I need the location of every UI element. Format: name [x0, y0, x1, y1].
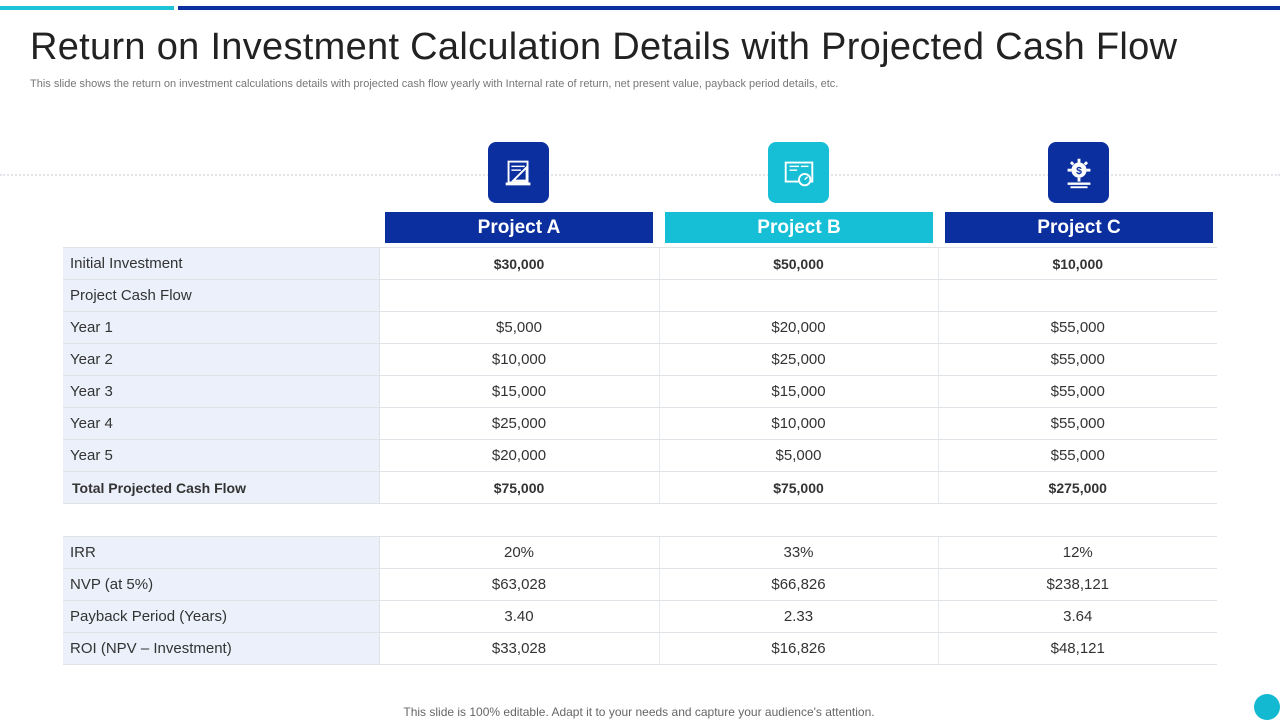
cell-project-a: $20,000	[379, 439, 660, 472]
cell-project-c: $55,000	[938, 407, 1217, 440]
corner-decoration	[1254, 694, 1280, 720]
cell-project-a: 3.40	[379, 600, 660, 633]
row-label: NVP (at 5%)	[63, 568, 380, 601]
cell-project-c: $55,000	[938, 311, 1217, 344]
project-b-icon-box	[768, 142, 829, 203]
row-label: Year 2	[63, 343, 380, 376]
gear-dollar-icon: $	[1067, 158, 1090, 188]
table-row-year-4: Year 4 $25,000 $10,000 $55,000	[63, 407, 1217, 440]
cell-project-b: $5,000	[659, 439, 939, 472]
accent-bar-blue	[178, 6, 1280, 10]
row-label: Initial Investment	[63, 247, 380, 280]
cell-project-a: $15,000	[379, 375, 660, 408]
cell-project-b: $10,000	[659, 407, 939, 440]
project-a-icon-box	[488, 142, 549, 203]
table-spacer	[63, 503, 1217, 537]
table-row-year-3: Year 3 $15,000 $15,000 $55,000	[63, 375, 1217, 408]
table-row-roi: ROI (NPV – Investment) $33,028 $16,826 $…	[63, 632, 1217, 665]
table-row-project-cash-flow: Project Cash Flow	[63, 279, 1217, 312]
row-label: IRR	[63, 536, 380, 569]
page-subtitle: This slide shows the return on investmen…	[30, 78, 839, 90]
cell-project-b: $15,000	[659, 375, 939, 408]
dotted-divider	[0, 174, 1280, 176]
cell-project-b: $66,826	[659, 568, 939, 601]
project-a-header: Project A	[385, 212, 653, 243]
cell-project-a: $5,000	[379, 311, 660, 344]
project-c-header: Project C	[945, 212, 1213, 243]
cell-project-a: $75,000	[379, 471, 660, 504]
project-b-header: Project B	[665, 212, 933, 243]
row-label: Year 4	[63, 407, 380, 440]
cell-project-a: 20%	[379, 536, 660, 569]
cell-project-c: $55,000	[938, 375, 1217, 408]
cell-project-a	[379, 279, 660, 312]
page-title: Return on Investment Calculation Details…	[30, 26, 1178, 68]
footer-note: This slide is 100% editable. Adapt it to…	[403, 705, 875, 719]
cell-project-b: $16,826	[659, 632, 939, 665]
row-label: Year 3	[63, 375, 380, 408]
cell-project-a: $30,000	[379, 247, 660, 280]
cell-project-a: $33,028	[379, 632, 660, 665]
row-label: Project Cash Flow	[63, 279, 380, 312]
cell-project-c: $48,121	[938, 632, 1217, 665]
cell-project-a: $10,000	[379, 343, 660, 376]
cell-project-b: $75,000	[659, 471, 939, 504]
cell-project-b: $20,000	[659, 311, 939, 344]
row-label: Total Projected Cash Flow	[63, 471, 380, 504]
row-label: Year 5	[63, 439, 380, 472]
table-row-payback-period: Payback Period (Years) 3.40 2.33 3.64	[63, 600, 1217, 633]
cell-project-c: $275,000	[938, 471, 1217, 504]
table-row-irr: IRR 20% 33% 12%	[63, 536, 1217, 569]
project-c-icon-box: $	[1048, 142, 1109, 203]
cell-project-b: 33%	[659, 536, 939, 569]
cell-project-b: 2.33	[659, 600, 939, 633]
cell-project-c: 3.64	[938, 600, 1217, 633]
table-row-year-1: Year 1 $5,000 $20,000 $55,000	[63, 311, 1217, 344]
cell-project-b	[659, 279, 939, 312]
blueprint-plan-icon	[784, 161, 813, 186]
cell-project-c: $238,121	[938, 568, 1217, 601]
svg-text:$: $	[1076, 165, 1082, 176]
table-row-initial-investment: Initial Investment $30,000 $50,000 $10,0…	[63, 247, 1217, 280]
cell-project-c: $10,000	[938, 247, 1217, 280]
spacer-cell	[63, 503, 1217, 537]
roi-table: Initial Investment $30,000 $50,000 $10,0…	[63, 247, 1217, 665]
cell-project-c: $55,000	[938, 439, 1217, 472]
cell-project-b: $25,000	[659, 343, 939, 376]
row-label: Payback Period (Years)	[63, 600, 380, 633]
cell-project-c: 12%	[938, 536, 1217, 569]
cell-project-c	[938, 279, 1217, 312]
cell-project-a: $25,000	[379, 407, 660, 440]
row-label: Year 1	[63, 311, 380, 344]
table-row-year-5: Year 5 $20,000 $5,000 $55,000	[63, 439, 1217, 472]
cell-project-b: $50,000	[659, 247, 939, 280]
row-label: ROI (NPV – Investment)	[63, 632, 380, 665]
cell-project-c: $55,000	[938, 343, 1217, 376]
table-row-total-projected-cash-flow: Total Projected Cash Flow $75,000 $75,00…	[63, 471, 1217, 504]
table-row-year-2: Year 2 $10,000 $25,000 $55,000	[63, 343, 1217, 376]
accent-bar-cyan	[0, 6, 174, 10]
cell-project-a: $63,028	[379, 568, 660, 601]
blueprint-ruler-icon	[505, 160, 530, 185]
table-row-npv: NVP (at 5%) $63,028 $66,826 $238,121	[63, 568, 1217, 601]
